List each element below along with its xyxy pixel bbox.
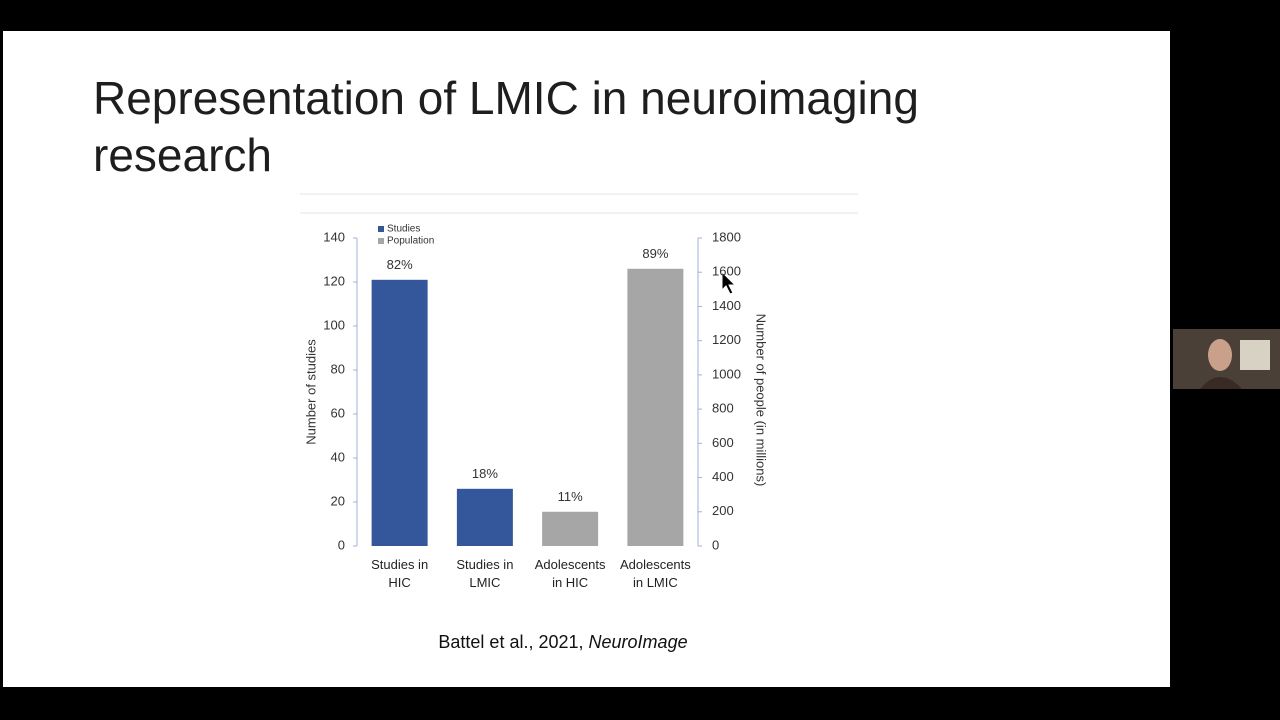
bar (456, 488, 513, 546)
bar (542, 511, 599, 546)
y2-tick-label: 1000 (712, 366, 741, 381)
webcam (1208, 339, 1232, 371)
x-tick-label: Studies in HIC (371, 557, 429, 590)
y-axis-label: Number of studies (303, 339, 318, 445)
webcam (1200, 377, 1242, 389)
bar-annotation: 18% (472, 466, 498, 481)
y2-tick-label: 1200 (712, 332, 741, 347)
x-tick-label: Adolescents in LMIC (619, 557, 691, 590)
y-tick-label: 40 (331, 449, 345, 464)
bar-annotation: 11% (558, 489, 583, 504)
y-tick-label: 60 (331, 405, 345, 420)
legend-label: Population (387, 236, 434, 247)
x-tick-label: Adolescents in HIC (534, 557, 606, 590)
webcam (1240, 340, 1270, 370)
bar-annotation: 89% (642, 246, 668, 261)
legend-label: Studies (387, 224, 420, 235)
bar (627, 268, 684, 546)
y2-axis-label: Number of people (in millions) (754, 314, 769, 487)
y2-tick-label: 0 (712, 537, 719, 552)
citation-journal: NeuroImage (588, 632, 688, 652)
y2-tick-label: 800 (712, 401, 734, 416)
citation: Battel et al., 2021, NeuroImage (300, 632, 826, 653)
slide (3, 31, 1170, 687)
y-tick-label: 80 (331, 361, 345, 376)
y-tick-label: 0 (338, 537, 345, 552)
y-tick-label: 140 (323, 229, 345, 244)
y2-tick-label: 1800 (712, 229, 741, 244)
y-tick-label: 20 (331, 493, 345, 508)
y-tick-label: 100 (323, 317, 345, 332)
y2-tick-label: 200 (712, 503, 734, 518)
bar (371, 279, 428, 546)
x-tick-label: Studies in LMIC (456, 557, 514, 590)
slide-title: Representation of LMIC in neuroimaging r… (93, 72, 919, 181)
y2-tick-label: 400 (712, 469, 734, 484)
legend-swatch (378, 226, 384, 232)
y2-tick-label: 1400 (712, 298, 741, 313)
cursor (721, 270, 737, 295)
y2-tick-label: 600 (712, 435, 734, 450)
citation-text: Battel et al., 2021, (438, 632, 584, 652)
bar-annotation: 82% (387, 257, 413, 272)
y2-tick-label: 1600 (712, 264, 741, 279)
legend-swatch (378, 238, 384, 244)
y-tick-label: 120 (323, 273, 345, 288)
